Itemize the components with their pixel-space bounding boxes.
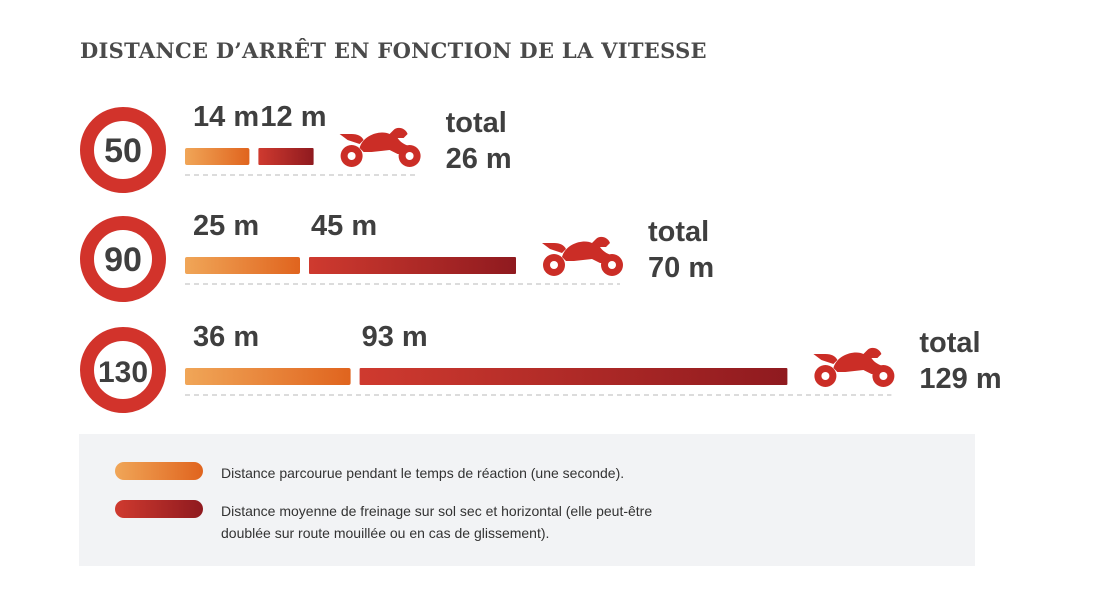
speed-sign-ring [80, 107, 166, 193]
total-value: 129 m [919, 363, 1001, 395]
row-50: 50 14 m 12 m total 26 m [80, 101, 512, 193]
label-reaction: 14 m [193, 101, 259, 133]
wheel-hub [608, 261, 616, 269]
legend-label-reaction: Distance parcourue pendant le temps de r… [221, 465, 625, 481]
speed-sign-label: 50 [104, 132, 142, 170]
row-130: 130 36 m 93 m total 129 m [80, 321, 1002, 413]
bar-reaction [185, 257, 300, 274]
speed-sign-label: 130 [98, 356, 148, 389]
row-90: 90 25 m 45 m total 70 m [80, 210, 714, 302]
legend-swatch-braking [115, 500, 203, 518]
bar-braking [309, 257, 516, 274]
motorcycle-shape [813, 347, 895, 387]
chart-title: DISTANCE D’ARRÊT EN FONCTION DE LA VITES… [80, 38, 707, 63]
wheel-hub [405, 152, 414, 160]
total-word: total [919, 327, 980, 359]
total-value: 70 m [648, 252, 714, 284]
legend-swatch-reaction [115, 462, 203, 480]
label-braking: 45 m [311, 210, 377, 242]
bar-reaction [185, 148, 250, 165]
speed-sign-ring [80, 327, 166, 413]
speed-sign-label: 90 [104, 241, 142, 279]
stopping-distance-chart: 50 14 m 12 m total 26 m 90 25 m 45 m total 70 m 13… [80, 101, 1002, 413]
motorcycle-shape [542, 236, 623, 276]
wheel-hub [347, 152, 356, 160]
label-reaction: 36 m [193, 321, 259, 353]
legend: Distance parcourue pendant le temps de r… [79, 434, 975, 566]
bar-braking [258, 148, 314, 165]
legend-item-reaction: Distance parcourue pendant le temps de r… [115, 462, 661, 484]
motorcycle-icon [813, 347, 895, 387]
label-braking: 12 m [260, 101, 326, 133]
total-value: 26 m [446, 143, 512, 175]
bar-reaction [185, 368, 351, 385]
motorcycle-icon [542, 236, 623, 276]
total-word: total [648, 216, 709, 248]
legend-label-braking: Distance moyenne de freinage sur sol sec… [221, 503, 653, 541]
motorcycle-shape [339, 127, 421, 167]
wheel-hub [879, 372, 888, 380]
bar-braking [359, 368, 788, 385]
wheel-hub [550, 261, 558, 269]
wheel-hub [821, 372, 830, 380]
motorcycle-icon [339, 127, 421, 167]
label-reaction: 25 m [193, 210, 259, 242]
speed-sign-ring [80, 216, 166, 302]
legend-item-braking: Distance moyenne de freinage sur sol sec… [115, 500, 661, 544]
total-word: total [446, 107, 507, 139]
label-braking: 93 m [362, 321, 428, 353]
